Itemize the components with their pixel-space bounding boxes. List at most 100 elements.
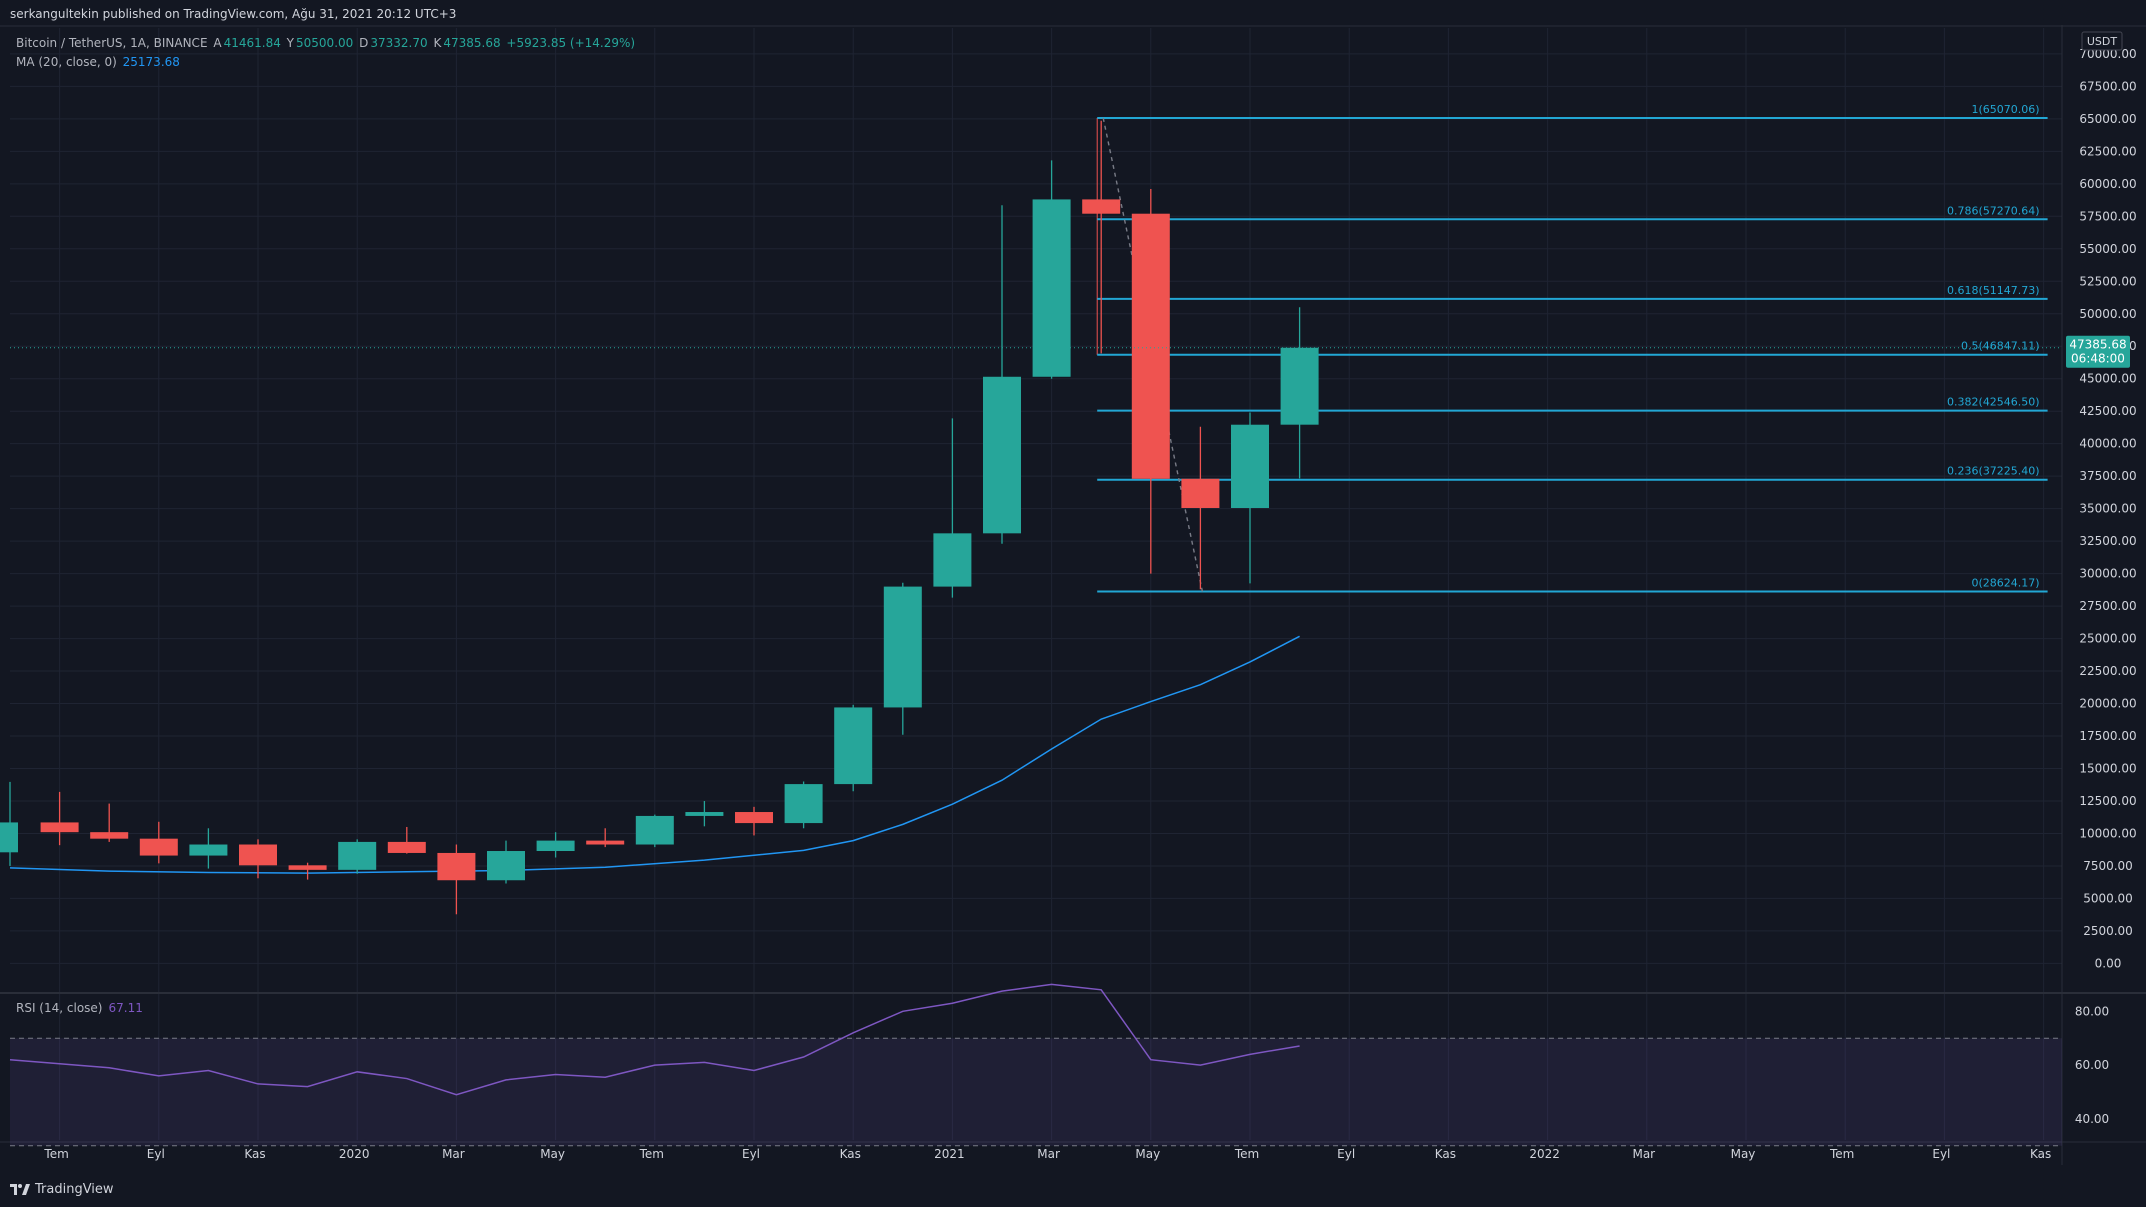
candle: [239, 839, 277, 879]
rsi-label[interactable]: RSI (14, close): [16, 1001, 103, 1015]
rsi-axis[interactable]: 40.00 60.00 80.00: [2075, 1004, 2109, 1126]
time-tick-label: Mar: [442, 1147, 465, 1161]
candle: [338, 839, 377, 874]
time-tick-label: Eyl: [742, 1147, 760, 1161]
candle-body: [90, 832, 129, 839]
close-value: 47385.68: [443, 36, 501, 50]
fib-level-label: 1(65070.06): [1972, 103, 2040, 116]
candle-body: [735, 812, 773, 824]
change-value: +5923.85 (+14.29%): [506, 36, 636, 50]
symbol-name[interactable]: Bitcoin / TetherUS, 1A, BINANCE: [16, 36, 208, 50]
candle-body: [635, 815, 674, 845]
open-label: A: [213, 36, 222, 50]
price-tick-label: 40000.00: [2079, 437, 2136, 451]
time-tick-label: Kas: [2030, 1147, 2051, 1161]
candle: [735, 806, 773, 836]
price-tick-label: 22500.00: [2079, 664, 2136, 678]
price-tick-label: 37500.00: [2079, 469, 2136, 483]
candle: [784, 781, 823, 829]
footer-brand[interactable]: TradingView: [10, 1178, 114, 1200]
price-tick-label: 50000.00: [2079, 307, 2136, 321]
time-tick-label: Eyl: [147, 1147, 165, 1161]
time-tick-label: 2021: [934, 1147, 965, 1161]
candle: [189, 828, 228, 869]
candle: [635, 814, 674, 848]
candle-body: [387, 841, 426, 853]
time-tick-label: May: [540, 1147, 565, 1161]
time-tick-label: Tem: [1234, 1147, 1259, 1161]
candle: [288, 862, 327, 880]
price-badge: [2066, 335, 2130, 368]
price-tick-label: 0.00: [2095, 956, 2122, 970]
candle: [40, 791, 79, 846]
candle-body: [1131, 213, 1170, 479]
candle-body: [983, 376, 1021, 534]
currency-badge: [2081, 31, 2123, 51]
candle: [90, 803, 129, 842]
price-tick-label: 65000.00: [2079, 112, 2136, 126]
price-tick-label: 27500.00: [2079, 599, 2136, 613]
fibonacci-retracement[interactable]: 1(65070.06) 0.786(57270.64) 0.618(51147.73…: [1096, 103, 2048, 593]
time-axis[interactable]: Tem Eyl Kas 2020 Mar May Tem Eyl Kas 2021 Mar May Te…: [43, 1147, 2051, 1161]
price-tick-label: 2500.00: [2083, 924, 2133, 938]
candle-body: [1082, 199, 1121, 214]
candle: [1231, 412, 1269, 584]
time-tick-label: Eyl: [1932, 1147, 1950, 1161]
candle-body: [239, 844, 277, 866]
rsi-band: [10, 1037, 2062, 1147]
price-axis[interactable]: 0.00 2500.00 5000.00 7500.00 10000.00 12500.0…: [2066, 31, 2137, 970]
time-tick-label: Kas: [840, 1147, 861, 1161]
rsi-legend: RSI (14, close) 67.11: [16, 1001, 143, 1015]
ohlc-legend-row: Bitcoin / TetherUS, 1A, BINANCE A 41461.8…: [16, 34, 637, 53]
candle: [1280, 307, 1319, 479]
fib-level-label: 0.5(46847.11): [1961, 340, 2040, 353]
price-tick-label: 7500.00: [2083, 859, 2133, 873]
rsi-tick-label: 80.00: [2075, 1004, 2109, 1018]
time-tick-label: Mar: [1037, 1147, 1060, 1161]
candle-body: [1231, 424, 1269, 508]
time-tick-label: Kas: [1435, 1147, 1456, 1161]
time-tick-label: Tem: [1829, 1147, 1854, 1161]
candle: [586, 828, 625, 848]
price-tick-label: 55000.00: [2079, 242, 2136, 256]
candles: [0, 120, 1319, 915]
fib-level-label: 0.618(51147.73): [1947, 284, 2040, 297]
fib-level-label: 0(28624.17): [1972, 576, 2040, 589]
candle: [834, 704, 873, 792]
price-tick-label: 67500.00: [2079, 79, 2136, 93]
candle-body: [338, 841, 377, 870]
candle: [883, 582, 922, 735]
time-tick-label: Tem: [43, 1147, 68, 1161]
currency-label: USDT: [2087, 35, 2118, 48]
candle-body: [1032, 199, 1071, 377]
candle-body: [933, 533, 972, 587]
time-tick-label: 2020: [339, 1147, 370, 1161]
candle-body: [1181, 478, 1220, 508]
candle: [1181, 426, 1220, 590]
candle: [685, 800, 724, 827]
candle-body: [586, 840, 625, 845]
candle-body: [40, 822, 79, 833]
time-tick-label: Tem: [639, 1147, 664, 1161]
open-value: 41461.84: [223, 36, 281, 50]
fib-level-label: 0.786(57270.64): [1947, 204, 2040, 217]
ma-value: 25173.68: [122, 55, 180, 69]
rsi-line: [9, 983, 1300, 1096]
rsi-tick-label: 60.00: [2075, 1058, 2109, 1072]
candle: [536, 832, 575, 858]
ma-label[interactable]: MA (20, close, 0): [16, 55, 117, 69]
price-tick-label: 62500.00: [2079, 144, 2136, 158]
rsi-band-fill: [10, 1038, 2062, 1146]
candle-body: [0, 822, 18, 853]
low-value: 37332.70: [370, 36, 428, 50]
candle: [139, 821, 178, 864]
candle: [1032, 160, 1071, 379]
price-tick-label: 17500.00: [2079, 729, 2136, 743]
candle-body: [834, 707, 873, 785]
price-badge-value: 47385.68: [2069, 338, 2126, 352]
candle-body: [189, 844, 228, 856]
price-tick-label: 57500.00: [2079, 209, 2136, 223]
time-tick-label: Mar: [1632, 1147, 1655, 1161]
